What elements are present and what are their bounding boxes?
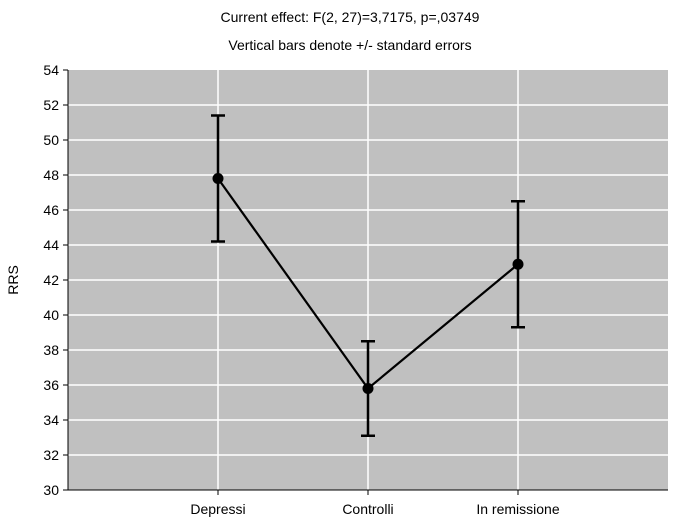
y-tick-label: 42: [43, 272, 59, 288]
y-tick-label: 40: [43, 307, 59, 323]
x-tick-label: Controlli: [342, 501, 393, 517]
y-tick-label: 30: [43, 482, 59, 498]
y-tick-label: 50: [43, 132, 59, 148]
x-tick-label: Depressi: [190, 501, 245, 517]
data-point: [512, 258, 524, 270]
axes: [63, 69, 668, 495]
y-axis-label: RRS: [5, 265, 21, 295]
y-tick-labels: 30 32 34 36 38 40 42 44 46 48 50 52 54: [43, 62, 59, 498]
x-tick-labels: Depressi Controlli In remissione: [190, 501, 559, 517]
y-tick-label: 36: [43, 377, 59, 393]
y-tick-label: 44: [43, 237, 59, 253]
y-tick-label: 34: [43, 412, 59, 428]
chart-title: Current effect: F(2, 27)=3,7175, p=,0374…: [221, 9, 480, 25]
x-tick-label: In remissione: [476, 501, 559, 517]
y-tick-label: 52: [43, 97, 59, 113]
chart-subtitle: Vertical bars denote +/- standard errors: [228, 37, 471, 53]
y-tick-label: 46: [43, 202, 59, 218]
y-tick-label: 32: [43, 447, 59, 463]
y-tick-label: 38: [43, 342, 59, 358]
y-tick-label: 54: [43, 62, 59, 78]
data-point: [212, 173, 224, 184]
data-point: [362, 383, 374, 394]
y-tick-label: 48: [43, 167, 59, 183]
series-rrs: [211, 114, 525, 437]
